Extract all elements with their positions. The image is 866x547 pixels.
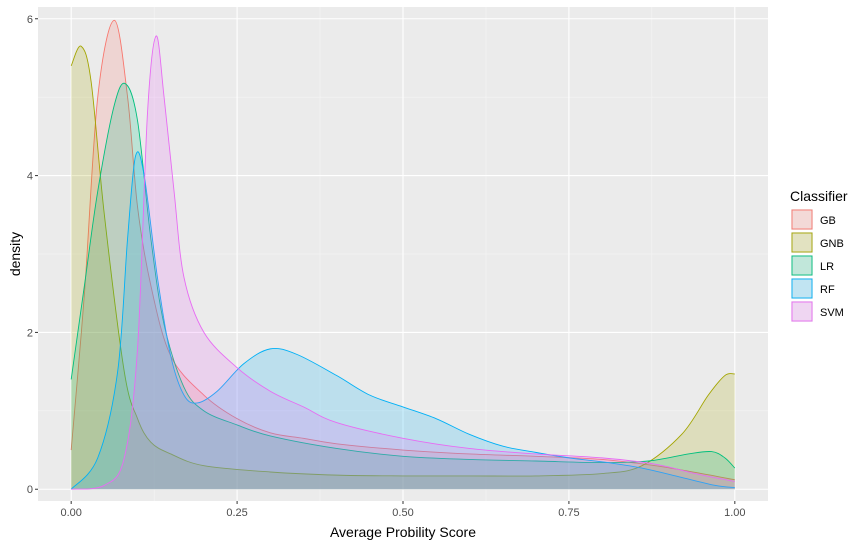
legend-item-svm: SVM: [791, 301, 844, 322]
y-axis-title: density: [7, 232, 23, 276]
legend-swatch: [791, 255, 813, 276]
legend-swatch: [791, 209, 813, 230]
density-series-lr: [70, 82, 736, 490]
density-line-lr: [70, 82, 736, 469]
x-tick-label: 0.00: [60, 507, 81, 519]
density-series-rf: [70, 151, 735, 490]
density-line-svm: [71, 35, 735, 490]
x-axis-ticks: 0.00 0.25 0.50 0.75 1.00: [60, 501, 746, 519]
y-tick-label: 6: [27, 14, 33, 26]
legend-key-bg: [791, 278, 813, 299]
legend-label: GNB: [820, 238, 844, 250]
legend-swatch: [791, 301, 813, 322]
legend-label: LR: [820, 261, 834, 273]
density-line-gnb: [70, 45, 735, 477]
legend-swatch: [791, 232, 813, 253]
density-area-rf: [71, 151, 735, 490]
x-tick-label: 1.00: [724, 507, 745, 519]
y-axis-ticks: 0 2 4 6: [27, 14, 38, 496]
density-areas: [70, 19, 736, 490]
density-area-lr: [71, 83, 735, 490]
x-tick-label: 0.75: [558, 507, 579, 519]
density-area-gb: [71, 20, 735, 490]
legend-item-rf: RF: [791, 278, 835, 299]
legend-item-gb: GB: [791, 209, 836, 230]
legend-key-bg: [791, 301, 813, 322]
density-series-gnb: [70, 45, 735, 490]
density-line-rf: [70, 151, 735, 490]
legend-label: GB: [820, 215, 836, 227]
major-gridlines: [38, 7, 768, 501]
legend-label: RF: [820, 284, 835, 296]
x-axis-title: Average Probility Score: [330, 524, 476, 540]
density-area-gnb: [71, 45, 735, 490]
legend: Classifier GB GNB LR RF SVM: [790, 188, 848, 322]
legend-key-bg: [791, 209, 813, 230]
legend-swatch: [791, 278, 813, 299]
legend-key-bg: [791, 232, 813, 253]
density-series-svm: [71, 35, 735, 490]
legend-label: SVM: [820, 307, 844, 319]
x-tick-label: 0.25: [226, 507, 247, 519]
legend-item-lr: LR: [791, 255, 834, 276]
density-area-svm: [71, 35, 735, 490]
legend-title: Classifier: [790, 188, 848, 204]
legend-key-bg: [791, 255, 813, 276]
legend-item-gnb: GNB: [791, 232, 844, 253]
y-tick-label: 2: [27, 327, 33, 339]
y-tick-label: 0: [27, 484, 33, 496]
x-tick-label: 0.50: [392, 507, 413, 519]
y-tick-label: 4: [27, 171, 33, 183]
